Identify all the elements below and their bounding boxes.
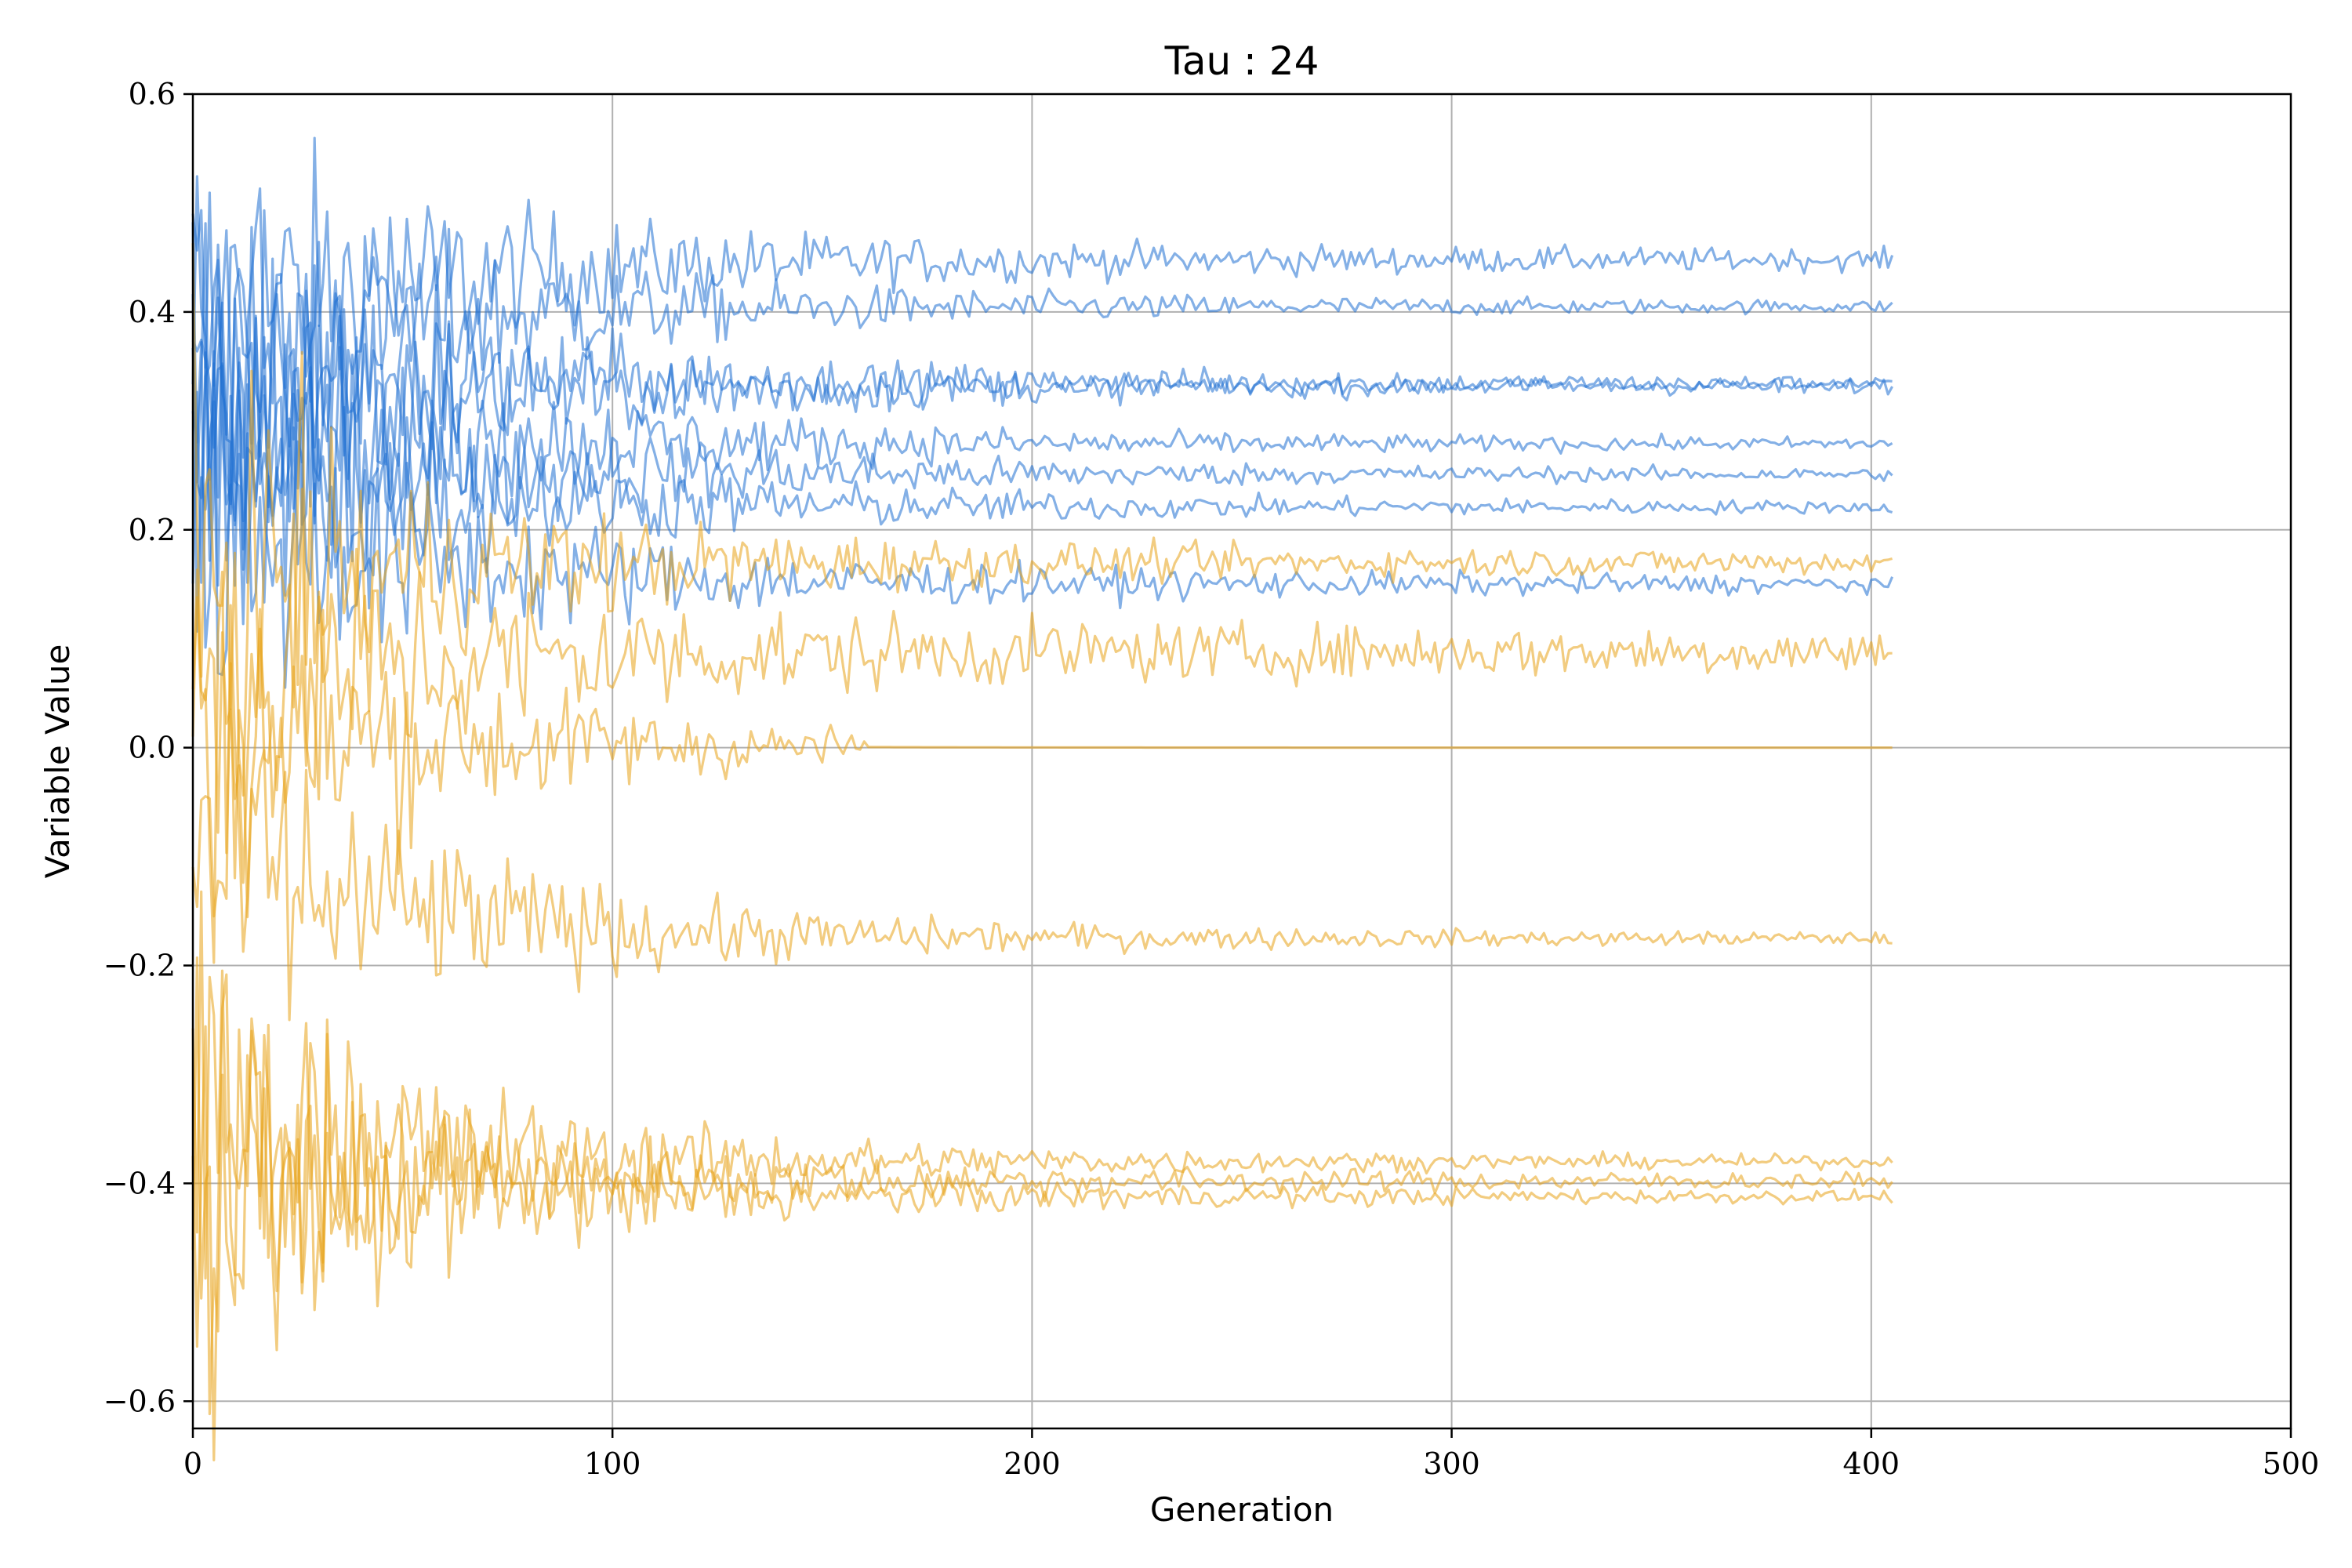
y-tick-label: 0.4: [129, 295, 176, 329]
series-line-orange: [191, 570, 1893, 964]
series-line-orange: [191, 488, 1893, 884]
series-line-blue: [191, 294, 1894, 689]
series-line-orange: [191, 890, 1893, 1352]
y-tick-label: −0.4: [103, 1166, 176, 1200]
series-line-blue: [191, 222, 1893, 531]
x-axis-label: Generation: [1150, 1490, 1334, 1529]
y-tick-label: −0.6: [103, 1384, 176, 1418]
series-line-blue: [191, 175, 1894, 551]
series-group: [191, 136, 1894, 1462]
y-tick-label: 0.0: [129, 731, 176, 765]
y-tick-label: −0.2: [103, 949, 176, 983]
series-line-orange: [191, 1017, 1893, 1416]
series-line-blue: [191, 136, 1894, 460]
x-tick-label: 300: [1423, 1446, 1480, 1481]
y-tick-label: 0.2: [129, 513, 176, 547]
y-tick-label: 0.6: [129, 77, 176, 111]
series-line-blue: [191, 336, 1893, 597]
series-line-orange: [191, 956, 1893, 1462]
series-line-orange: [191, 604, 1893, 1022]
plot-frame: [191, 93, 2292, 1430]
series-line-orange: [191, 243, 1893, 797]
series-line-blue: [191, 187, 1893, 506]
x-tick-label: 0: [183, 1446, 202, 1481]
x-tick-label: 200: [1004, 1446, 1061, 1481]
y-axis-label: Variable Value: [38, 644, 77, 879]
chart-title: Tau : 24: [1164, 38, 1319, 84]
x-tick-label: 100: [584, 1446, 641, 1481]
axis-ticks: 0 100 200 300 400 500 −0.6 −0.4 −0.2 0.0 0.2 0.4 0.6: [103, 77, 2320, 1481]
x-tick-label: 400: [1843, 1446, 1900, 1481]
x-tick-label: 500: [2263, 1446, 2320, 1481]
